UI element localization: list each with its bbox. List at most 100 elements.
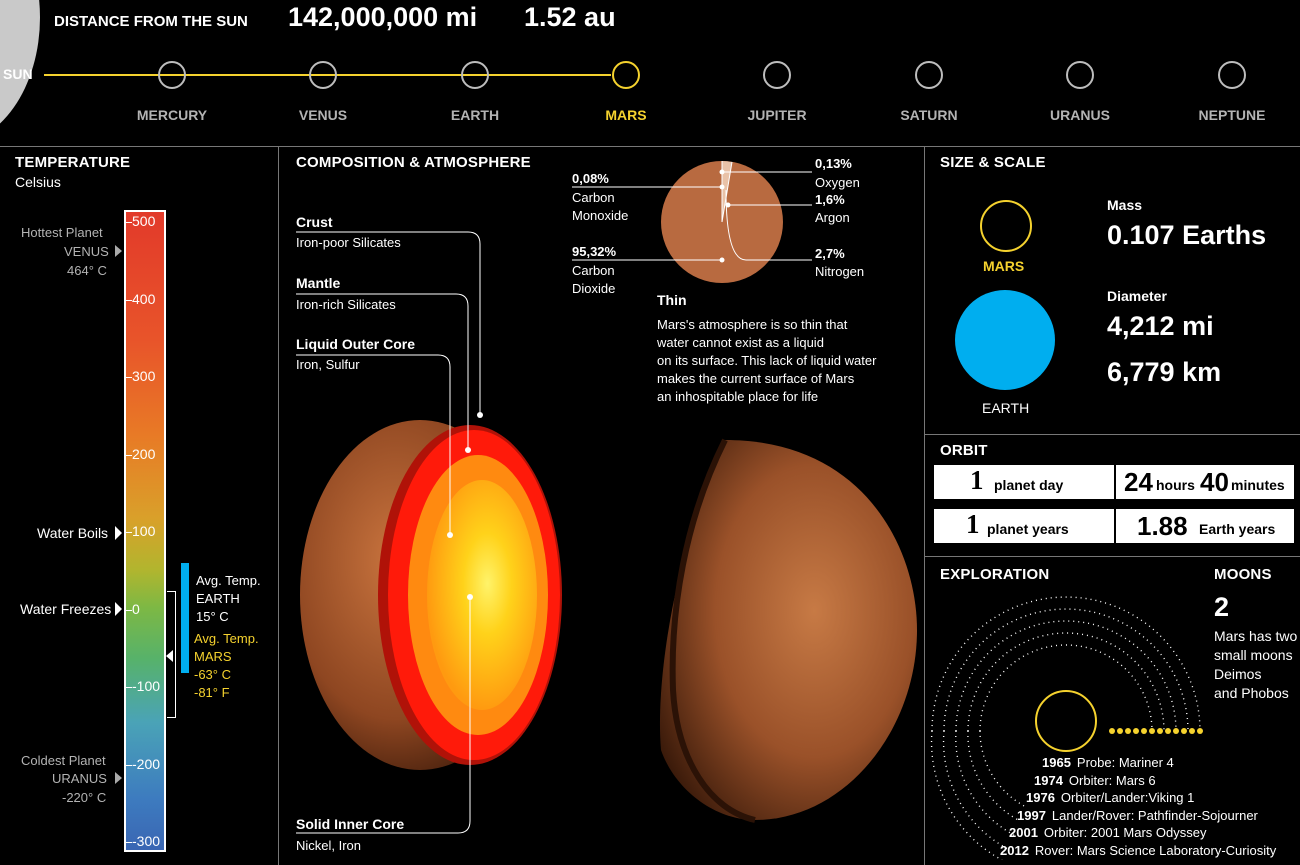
hottest-planet: VENUS: [64, 244, 109, 259]
diameter-label: Diameter: [1107, 288, 1167, 304]
planet-day-box: 1 planet day 24 hours 40 minutes: [934, 465, 1294, 499]
year-box-divider: [1114, 509, 1116, 543]
thin-line-5: an inhospitable place for life: [657, 389, 819, 404]
day-num: 1: [970, 465, 984, 495]
mission-row: 1965 Probe: Mariner 4: [1042, 755, 1174, 770]
distance-mi: 142,000,000 mi: [288, 2, 478, 32]
sun-label: SUN: [3, 66, 33, 82]
day-box-divider: [1114, 465, 1116, 499]
mars-avg-label: Avg. Temp.: [194, 631, 259, 646]
atm-n2-gas: Nitrogen: [815, 264, 865, 279]
planet-marker-venus: [309, 61, 337, 89]
planet-year-box: 1 planet years 1.88 Earth years: [934, 509, 1294, 543]
mission-row: 1976 Orbiter/Lander:Viking 1: [1026, 790, 1194, 805]
atm-ar-pct: 1,6%: [815, 192, 845, 207]
hottest-marker-icon: [115, 245, 122, 257]
temperature-title: TEMPERATURE: [15, 154, 131, 171]
temperature-unit: Celsius: [15, 174, 61, 190]
temperature-divider: [278, 146, 279, 865]
mars-size-label: MARS: [983, 258, 1025, 274]
layer-outer-core-name: Liquid Outer Core: [296, 336, 415, 352]
atm-o2-pct: 0,13%: [815, 156, 852, 171]
water-freezes-marker-icon: [115, 602, 122, 616]
earth-avg-label: Avg. Temp.: [196, 573, 261, 588]
mission-text: Rover: Mars Science Laboratory-Curiosity: [1034, 842, 1277, 858]
earth-avg-name: EARTH: [196, 591, 240, 606]
header-divider: [0, 146, 1300, 147]
hottest-temp: 464° C: [67, 263, 107, 278]
mission-year: 1997: [1017, 807, 1046, 823]
planet-label-jupiter: JUPITER: [747, 107, 807, 123]
mission-text: Probe: Mariner 4: [1076, 755, 1174, 770]
composition-divider: [924, 146, 925, 865]
hottest-label: Hottest Planet: [21, 225, 103, 240]
thin-line-4: makes the current surface of Mars: [657, 371, 855, 386]
coldest-marker-icon: [115, 772, 122, 784]
earth-size-label: EARTH: [982, 400, 1030, 416]
temp-tick-label: -300: [132, 833, 161, 849]
mission-year: 2012: [1000, 842, 1029, 858]
temp-tick: [126, 764, 132, 766]
avg-temp-range-bar: [181, 563, 189, 673]
temp-tick-label: 100: [132, 523, 156, 539]
day-label: planet day: [994, 477, 1064, 493]
layer-crust-material: Iron-poor Silicates: [296, 235, 401, 250]
planet-label-earth: EARTH: [450, 107, 500, 123]
temp-tick: [126, 222, 132, 223]
water-freezes-label: Water Freezes: [20, 601, 112, 617]
planet-marker-mercury: [158, 61, 186, 89]
temp-tick: [126, 532, 132, 533]
temp-tick-label: 400: [132, 290, 156, 307]
size-title: SIZE & SCALE: [940, 154, 1046, 171]
size-divider: [924, 434, 1300, 435]
day-minutes: 40: [1200, 467, 1229, 497]
temp-tick: [126, 377, 132, 378]
water-boils-marker-icon: [115, 526, 122, 540]
year-value: 1.88: [1137, 511, 1188, 541]
thin-line-2: water cannot exist as a liquid: [657, 335, 824, 350]
atm-o2-gas: Oxygen: [815, 175, 860, 190]
moons-line-3: Deimos: [1214, 666, 1262, 682]
year-unit: Earth years: [1199, 521, 1276, 537]
mass-label: Mass: [1107, 197, 1143, 213]
earth-size-circle: [955, 290, 1055, 390]
mission-year: 1976: [1026, 790, 1055, 805]
planet-label-mercury: MERCURY: [136, 107, 208, 123]
atm-co-gas-1: Carbon: [572, 190, 615, 205]
planet-marker-mars: [612, 61, 640, 89]
moons-line-4: and Phobos: [1214, 685, 1289, 701]
mission-row: 1997 Lander/Rover: Pathfinder-Sojourner: [1017, 808, 1258, 823]
mars-avg-name: MARS: [194, 649, 232, 664]
earth-avg-marker-icon: [166, 650, 173, 662]
layer-inner-core-name: Solid Inner Core: [296, 816, 405, 832]
mission-text: Orbiter: 2001 Mars Odyssey: [1043, 825, 1207, 840]
distance-label: DISTANCE FROM THE SUN: [54, 13, 248, 30]
mars-cutaway: [300, 420, 562, 770]
temp-tick-label: 0: [132, 600, 140, 617]
coldest-planet: URANUS: [52, 771, 107, 786]
mission-year: 1974: [1034, 772, 1063, 788]
thin-line-3: on its surface. This lack of liquid wate…: [657, 353, 877, 368]
planet-label-uranus: URANUS: [1050, 107, 1110, 123]
planet-marker-jupiter: [763, 61, 791, 89]
layer-callouts: [296, 231, 483, 834]
orbit-title: ORBIT: [940, 442, 988, 459]
mission-text: Orbiter/Lander:Viking 1: [1060, 790, 1195, 805]
temp-tick: [126, 609, 132, 611]
thermometer-bar: [124, 210, 166, 852]
moons-line-2: small moons: [1214, 647, 1293, 663]
coldest-label: Coldest Planet: [21, 753, 106, 768]
earth-avg-bracket: [167, 591, 176, 718]
mars-size-circle: [980, 200, 1032, 252]
mars-globe: [659, 438, 917, 823]
temp-tick-label: -100: [132, 678, 161, 694]
exploration-title: EXPLORATION: [940, 566, 1050, 583]
temp-tick: [126, 687, 132, 688]
temp-tick-label: 300: [132, 368, 156, 384]
earth-avg-temp: 15° C: [196, 609, 229, 624]
mission-row: 2001 Orbiter: 2001 Mars Odyssey: [1009, 825, 1206, 840]
temp-tick-label: 500: [132, 213, 156, 229]
atm-co-pct: 0,08%: [572, 171, 609, 186]
moons-count: 2: [1214, 592, 1230, 622]
atm-n2-pct: 2,7%: [815, 246, 845, 261]
